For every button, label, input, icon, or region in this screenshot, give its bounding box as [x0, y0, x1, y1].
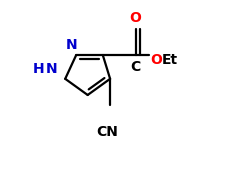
Text: N: N — [46, 62, 57, 76]
Text: H: H — [33, 62, 45, 76]
Text: N: N — [66, 38, 77, 52]
Text: C: C — [131, 60, 141, 74]
Text: O: O — [130, 11, 142, 26]
Text: Et: Et — [162, 53, 178, 67]
Text: O: O — [151, 53, 162, 67]
Text: CN: CN — [97, 125, 118, 139]
